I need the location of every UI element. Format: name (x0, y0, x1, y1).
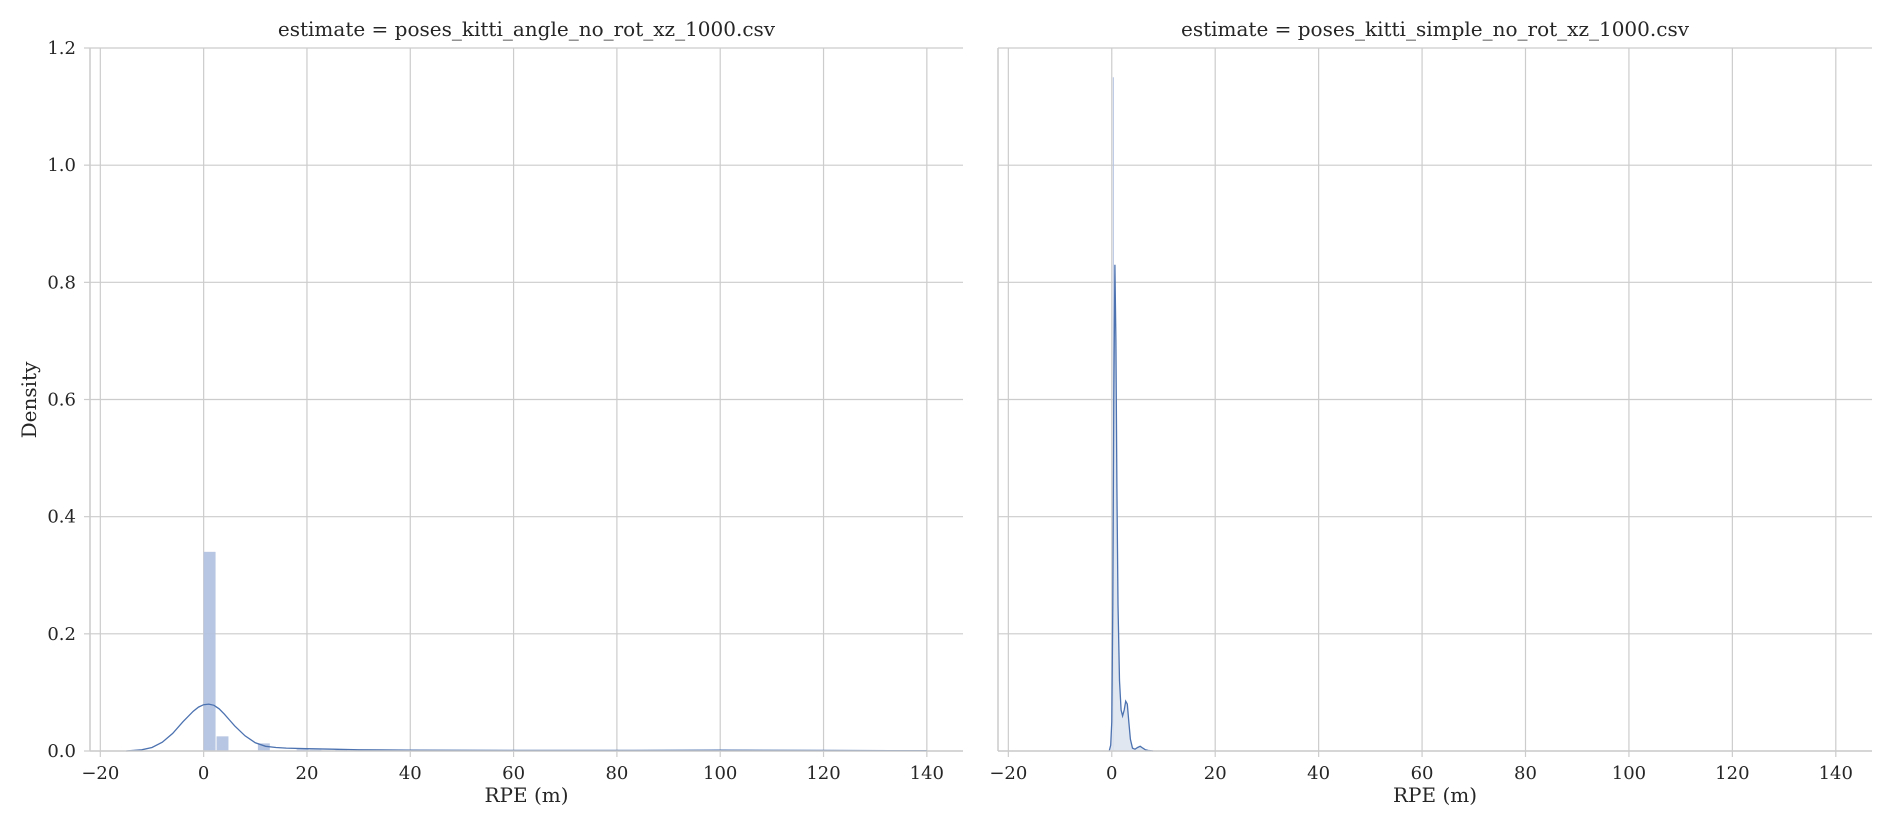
x-tick-label: 0 (198, 763, 209, 784)
x-tick-label: 40 (399, 763, 422, 784)
x-tick-label: 120 (1715, 763, 1749, 784)
x-tick-label: 40 (1307, 763, 1330, 784)
y-tick-label: 0.6 (47, 390, 76, 411)
x-tick-label: 60 (502, 763, 525, 784)
x-tick-label: 20 (296, 763, 319, 784)
axes (997, 48, 1872, 752)
x-tick-label: 80 (1514, 763, 1537, 784)
y-tick-label: 1.0 (47, 155, 76, 176)
x-tick-label: 60 (1411, 763, 1434, 784)
facet-panel-simple: −20 0 20 40 60 80 100 120 140 estimate = poses_k… (989, 17, 1872, 807)
x-tick-label: 140 (1819, 763, 1853, 784)
x-tick-label: −20 (989, 763, 1027, 784)
grid-lines (90, 47, 963, 752)
x-tick-label: 100 (1612, 763, 1646, 784)
kde-fill (1109, 264, 1154, 751)
kde-curve (126, 703, 927, 752)
x-tick-label: 140 (910, 763, 944, 784)
kde-curve (1108, 264, 1154, 752)
histogram-bar (335, 749, 348, 751)
histogram-bar (296, 749, 309, 751)
x-tick-label: 100 (703, 763, 737, 784)
panel-title: estimate = poses_kitti_angle_no_rot_xz_1… (278, 17, 776, 41)
y-tick-label: 0.4 (47, 507, 76, 528)
y-tick-label: 1.2 (47, 38, 76, 59)
x-axis-label: RPE (m) (1393, 783, 1477, 807)
x-tick-label: 120 (806, 763, 840, 784)
histogram-bars (203, 551, 859, 751)
y-tick-labels: 0.0 0.2 0.4 0.6 0.8 1.0 1.2 (47, 38, 90, 762)
facet-panel-angle: −20 0 20 40 60 80 100 120 140 0.0 0.2 0.4 0.6 0.8 1.0… (47, 17, 963, 807)
histogram-bar (203, 551, 216, 751)
x-tick-label: −20 (81, 763, 119, 784)
x-tick-labels: −20 0 20 40 60 80 100 120 140 (81, 751, 944, 784)
y-axis-label: Density (17, 361, 41, 438)
x-tick-label: 80 (605, 763, 628, 784)
y-tick-label: 0.0 (47, 741, 76, 762)
kde-line (126, 703, 927, 752)
x-tick-label: 20 (1204, 763, 1227, 784)
histogram-bar (216, 736, 229, 751)
panel-title: estimate = poses_kitti_simple_no_rot_xz_… (1181, 17, 1690, 41)
kde-line (1108, 264, 1154, 752)
histogram-bar (257, 743, 270, 751)
x-tick-label: 0 (1106, 763, 1117, 784)
grid-lines (998, 47, 1872, 752)
y-tick-label: 0.2 (47, 624, 76, 645)
y-tick-label: 0.8 (47, 272, 76, 293)
x-tick-labels: −20 0 20 40 60 80 100 120 140 (989, 751, 1853, 784)
x-axis-label: RPE (m) (484, 783, 568, 807)
